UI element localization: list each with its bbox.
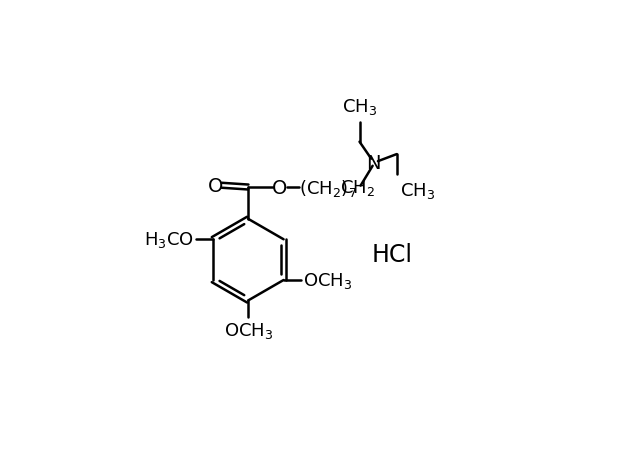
Text: CH$_3$: CH$_3$ <box>400 180 435 201</box>
Text: CH$_3$: CH$_3$ <box>342 97 377 117</box>
Text: OCH$_3$: OCH$_3$ <box>223 320 273 340</box>
Text: OCH$_3$: OCH$_3$ <box>303 270 353 291</box>
Text: CH$_2$: CH$_2$ <box>340 178 375 197</box>
Text: N: N <box>367 154 381 173</box>
Text: HCl: HCl <box>371 243 412 267</box>
Text: (CH$_2$)$_7$: (CH$_2$)$_7$ <box>300 177 357 198</box>
Text: O: O <box>207 176 223 196</box>
Text: H$_3$CO: H$_3$CO <box>143 230 193 250</box>
Text: O: O <box>272 178 287 197</box>
